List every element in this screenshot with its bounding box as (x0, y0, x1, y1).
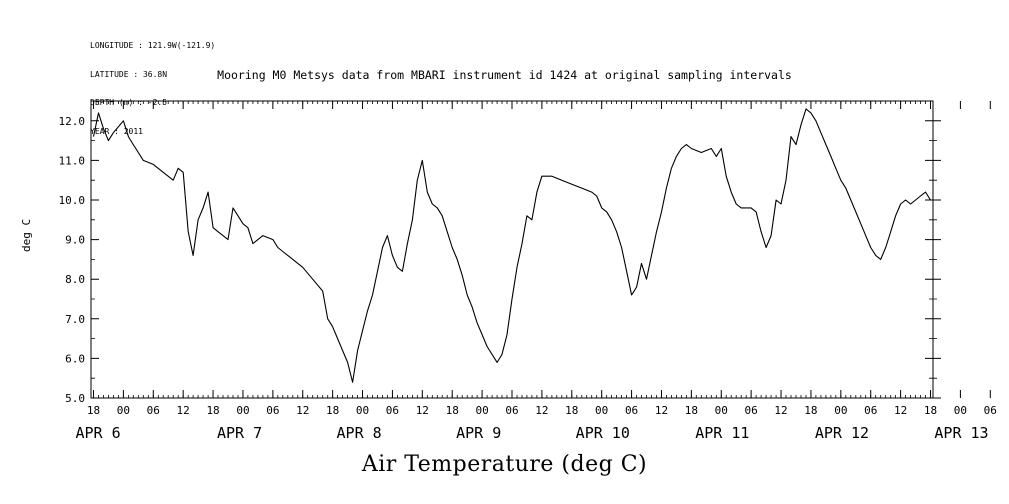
y-tick-label: 12.0 (59, 115, 86, 128)
series-line (92, 108, 931, 383)
x-tick-label: 18 (924, 404, 937, 417)
y-tick-label: 5.0 (65, 392, 85, 405)
x-tick-label: 12 (416, 404, 429, 417)
x-date-label: APR 7 (217, 424, 262, 442)
y-tick-label: 11.0 (59, 154, 86, 167)
x-tick-label: 06 (745, 404, 758, 417)
x-tick-label: 00 (236, 404, 249, 417)
x-date-label: APR 8 (337, 424, 382, 442)
x-tick-label: 12 (655, 404, 668, 417)
x-tick-label: 18 (326, 404, 339, 417)
y-tick-label: 9.0 (65, 234, 85, 247)
x-axis-title: Air Temperature (deg C) (361, 452, 648, 477)
x-tick-label: 18 (87, 404, 100, 417)
x-tick-label: 06 (625, 404, 638, 417)
x-date-label: APR 12 (815, 424, 869, 442)
x-tick-label: 06 (984, 404, 997, 417)
x-tick-label: 12 (894, 404, 907, 417)
x-tick-label: 06 (505, 404, 518, 417)
y-tick-label: 6.0 (65, 352, 85, 365)
meta-longitude: LONGITUDE : 121.9W(-121.9) (90, 41, 216, 50)
y-tick-label: 8.0 (65, 273, 85, 286)
x-date-label: APR 10 (576, 424, 630, 442)
x-tick-label: 00 (834, 404, 847, 417)
x-tick-label: 06 (864, 404, 877, 417)
x-minor-ticks (93, 101, 931, 398)
x-tick-label: 00 (954, 404, 967, 417)
x-date-label: APR 9 (456, 424, 501, 442)
x-tick-label: 00 (715, 404, 728, 417)
x-tick-label: 18 (446, 404, 459, 417)
x-tick-label: 06 (147, 404, 160, 417)
x-tick-label: 18 (565, 404, 578, 417)
meta-depth: DEPTH (m) : -2.5 (90, 98, 168, 107)
metadata-block: LONGITUDE : 121.9W(-121.9) LATITUDE : 36… (90, 22, 215, 146)
x-date-label: APR 13 (934, 424, 988, 442)
x-tick-label: 06 (386, 404, 399, 417)
chart-title: Mooring M0 Metsys data from MBARI instru… (217, 68, 792, 82)
x-tick-label: 12 (535, 404, 548, 417)
x-tick-label: 06 (266, 404, 279, 417)
y-minor-ticks (91, 140, 937, 379)
x-tick-label: 12 (774, 404, 787, 417)
x-date-label: APR 11 (695, 424, 749, 442)
meta-latitude: LATITUDE : 36.8N (90, 69, 168, 79)
x-tick-label: 00 (117, 404, 130, 417)
x-tick-label: 00 (595, 404, 608, 417)
x-tick-label: 12 (177, 404, 190, 417)
x-tick-label: 18 (206, 404, 219, 417)
meta-year: YEAR : 2011 (90, 126, 143, 136)
x-tick-label: 18 (804, 404, 817, 417)
y-tick-label: 10.0 (59, 194, 86, 207)
plot-frame (90, 100, 934, 399)
x-date-label: APR 6 (75, 424, 120, 442)
y-tick-label: 7.0 (65, 313, 85, 326)
x-tick-label: 12 (296, 404, 309, 417)
x-tick-label: 00 (356, 404, 369, 417)
x-tick-label: 00 (475, 404, 488, 417)
x-tick-label: 18 (685, 404, 698, 417)
